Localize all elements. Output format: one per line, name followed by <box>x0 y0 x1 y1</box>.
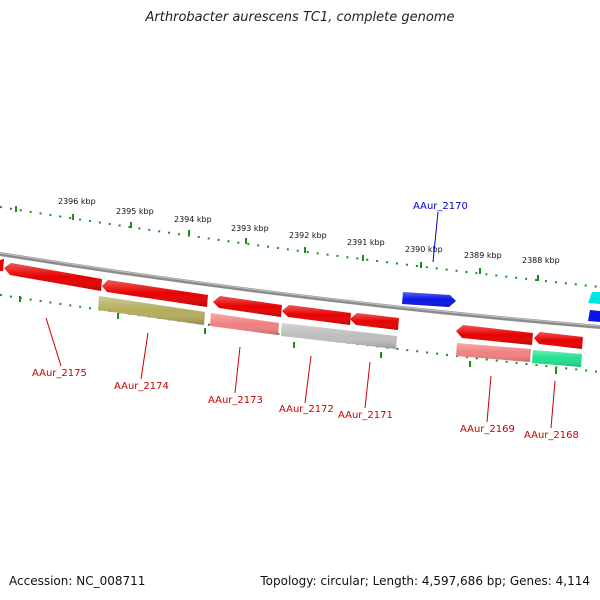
gene-aaur-2170-arrow-shine <box>402 292 456 307</box>
genome-summary-text: Topology: circular; Length: 4,597,686 bp… <box>260 574 590 588</box>
ruler-label-2389: 2389 kbp <box>464 251 502 260</box>
gene-label-aaur-2169[interactable]: AAur_2169 <box>460 424 515 435</box>
genome-backbone-highlight <box>0 252 600 327</box>
accession-text: Accession: NC_008711 <box>9 574 146 588</box>
ruler-label-2388: 2388 kbp <box>522 256 560 265</box>
gene-label-aaur-2172[interactable]: AAur_2172 <box>279 404 334 415</box>
outer-ruler-dots <box>0 206 600 288</box>
map-title: Arthrobacter aurescens TC1, complete gen… <box>145 10 455 25</box>
gene-label-aaur-2170[interactable]: AAur_2170 <box>413 201 468 212</box>
gene-label-aaur-2171[interactable]: AAur_2171 <box>338 410 393 421</box>
ruler-label-2395: 2395 kbp <box>116 207 154 216</box>
gene-red-small-partial[interactable] <box>0 259 4 271</box>
gene-label-aaur-2175[interactable]: AAur_2175 <box>32 368 87 379</box>
gene-cyan-arrow-partial[interactable] <box>588 292 600 304</box>
ruler-label-2396: 2396 kbp <box>58 197 96 206</box>
gene-label-aaur-2174[interactable]: AAur_2174 <box>114 381 169 392</box>
label-leader-lines <box>45 211 556 429</box>
ruler-label-2393: 2393 kbp <box>231 224 269 233</box>
genome-backbone <box>0 252 600 329</box>
gene-blue-arrow-partial[interactable] <box>588 310 600 322</box>
gene-label-aaur-2168[interactable]: AAur_2168 <box>524 430 579 441</box>
ruler-label-2390: 2390 kbp <box>405 245 443 254</box>
gene-label-aaur-2173[interactable]: AAur_2173 <box>208 395 263 406</box>
ruler-label-2391: 2391 kbp <box>347 238 385 247</box>
ruler-label-2392: 2392 kbp <box>289 231 327 240</box>
ruler-ticks <box>15 206 557 374</box>
gene-shine-overlays <box>4 263 583 367</box>
ruler-label-2394: 2394 kbp <box>174 215 212 224</box>
inner-ruler-dots <box>0 294 600 373</box>
